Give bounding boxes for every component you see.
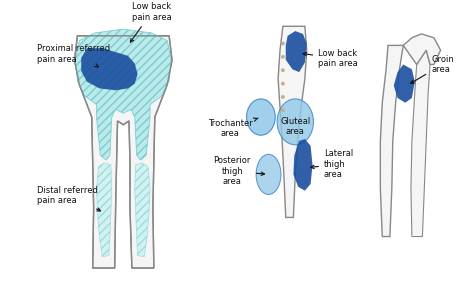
Ellipse shape <box>277 99 313 145</box>
Ellipse shape <box>256 154 281 194</box>
Text: Gluteal
area: Gluteal area <box>280 117 310 136</box>
Polygon shape <box>411 50 430 237</box>
Polygon shape <box>75 29 171 160</box>
Ellipse shape <box>281 82 285 85</box>
Polygon shape <box>380 45 403 237</box>
Text: Groin
area: Groin area <box>410 55 454 84</box>
Polygon shape <box>293 139 312 191</box>
Ellipse shape <box>281 55 285 59</box>
Polygon shape <box>278 26 307 217</box>
Text: Low back
pain area: Low back pain area <box>303 49 358 68</box>
Polygon shape <box>97 163 112 256</box>
Text: Proximal referred
pain area: Proximal referred pain area <box>37 44 110 67</box>
Text: Posterior
thigh
area: Posterior thigh area <box>213 156 264 186</box>
Text: Distal referred
pain area: Distal referred pain area <box>37 186 100 211</box>
Ellipse shape <box>246 99 275 135</box>
Polygon shape <box>286 31 307 72</box>
Ellipse shape <box>281 68 285 72</box>
Text: Lateral
thigh
area: Lateral thigh area <box>311 149 353 179</box>
Text: Trochanter
area: Trochanter area <box>208 118 258 138</box>
Polygon shape <box>394 64 415 103</box>
Text: Low back
pain area: Low back pain area <box>130 2 172 42</box>
Ellipse shape <box>281 42 285 45</box>
Ellipse shape <box>281 95 285 99</box>
Ellipse shape <box>281 109 285 112</box>
Polygon shape <box>135 163 150 256</box>
Polygon shape <box>403 34 440 64</box>
Polygon shape <box>81 48 137 90</box>
Polygon shape <box>74 36 172 268</box>
